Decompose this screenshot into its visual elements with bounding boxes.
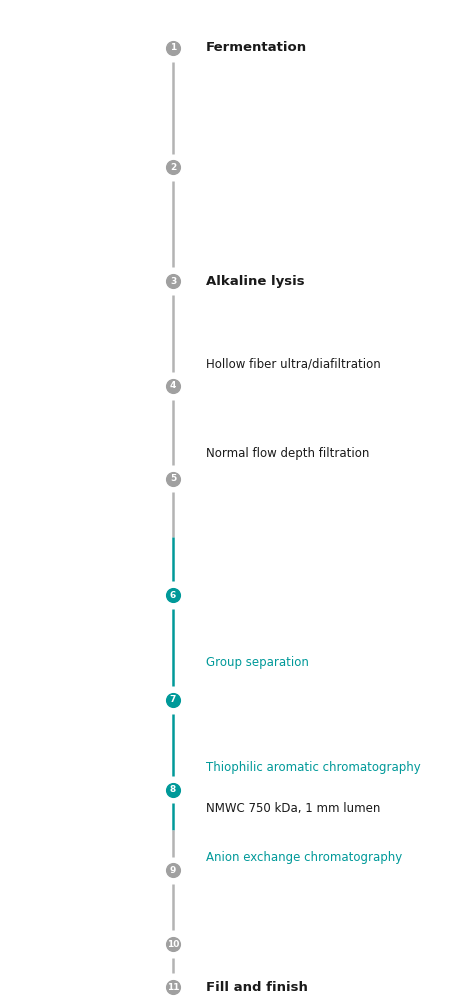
Text: 4: 4 [170,381,176,391]
Point [169,692,177,708]
Text: 10: 10 [167,939,179,949]
Text: Anion exchange chromatography: Anion exchange chromatography [206,850,402,863]
Text: 8: 8 [170,785,176,795]
Text: Thiophilic aromatic chromatography: Thiophilic aromatic chromatography [206,761,421,774]
Point [169,378,177,394]
Text: 7: 7 [170,695,176,705]
Text: 1: 1 [170,43,176,53]
Point [169,979,177,995]
Text: 5: 5 [170,474,176,484]
Point [169,273,177,289]
Text: Fermentation: Fermentation [206,41,307,55]
Point [169,40,177,56]
Point [169,160,177,175]
Text: 2: 2 [170,163,176,172]
Point [169,862,177,878]
Text: Normal flow depth filtration: Normal flow depth filtration [206,447,370,460]
Point [169,471,177,487]
Text: NMWC 750 kDa, 1 mm lumen: NMWC 750 kDa, 1 mm lumen [206,803,381,816]
Text: 3: 3 [170,276,176,286]
Text: Group separation: Group separation [206,656,309,669]
Point [169,936,177,952]
Text: Hollow fiber ultra/diafiltration: Hollow fiber ultra/diafiltration [206,358,381,371]
Text: Alkaline lysis: Alkaline lysis [206,274,305,288]
Point [169,587,177,603]
Point [169,782,177,798]
Text: 6: 6 [170,590,176,600]
Text: Fill and finish: Fill and finish [206,980,308,994]
Text: 11: 11 [167,982,179,992]
Text: 9: 9 [170,865,176,875]
